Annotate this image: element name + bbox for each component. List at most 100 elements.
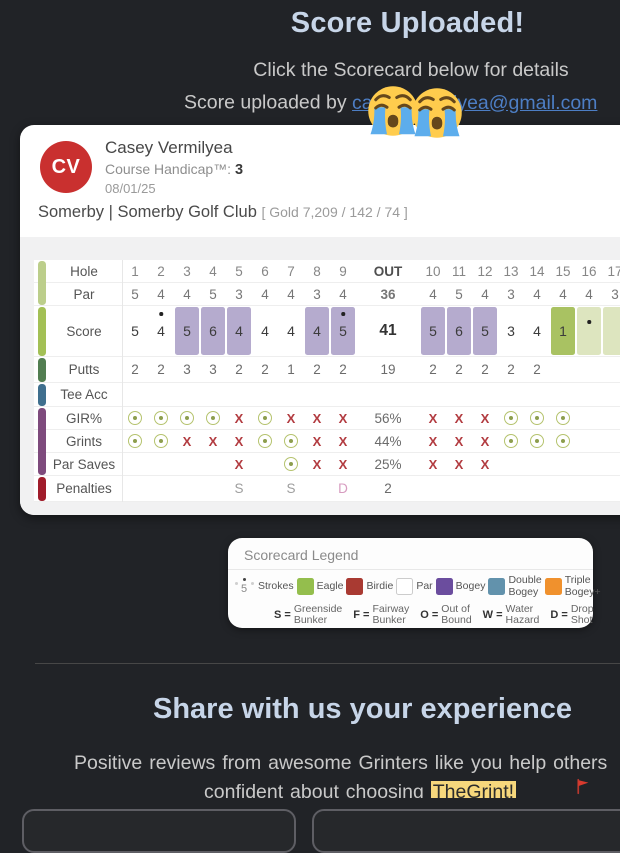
legend-code: S = Greenside Bunker (274, 603, 343, 627)
hit-circle-icon (556, 434, 570, 448)
cell (602, 430, 620, 452)
cell: 5 (209, 286, 217, 302)
legend-code: W = Water Hazard (482, 603, 540, 627)
hit-circle-icon (258, 411, 272, 425)
cell (148, 383, 174, 406)
cell: X (472, 430, 498, 452)
hit-circle-icon (180, 411, 194, 425)
miss-x-icon: X (454, 456, 464, 472)
stroke-cell-bg (603, 307, 620, 355)
review-text-line2-clip: confident about choosing TheGrint! (0, 781, 620, 798)
cell (278, 453, 304, 475)
cell: 2 (235, 362, 243, 377)
cell: 2 (455, 362, 463, 377)
row-label: Score (66, 323, 102, 339)
hit-circle-icon (284, 457, 298, 471)
penalty-code: D (338, 481, 348, 496)
cell (330, 383, 356, 406)
page-title: Score Uploaded! (290, 7, 525, 39)
cell: X (200, 430, 226, 452)
row-group-bar-penalties (38, 477, 46, 501)
cell (472, 383, 498, 406)
cell: OUT (373, 263, 403, 279)
cell: 3 (183, 263, 191, 279)
cell: 4 (533, 286, 541, 302)
cell: X (226, 453, 252, 475)
cell: 11 (451, 263, 466, 279)
cell: X (420, 407, 446, 429)
stroke-dot-icon (341, 312, 345, 316)
bogey-cell-bg (227, 307, 251, 355)
legend-divider (228, 569, 593, 570)
upload-prefix: Score uploaded by (184, 91, 353, 114)
cell: 7 (287, 263, 295, 279)
cell: 1 (131, 263, 139, 279)
cell (200, 476, 226, 501)
strokes-dots-icon: 5 (235, 576, 255, 598)
row-label: Par (73, 286, 95, 302)
legend-item: Double Bogey (488, 574, 542, 599)
cell (148, 476, 174, 501)
legend-code: O = Out of Bound (420, 603, 472, 627)
row-group-bar-gir-group (38, 408, 46, 475)
cell: X (330, 407, 356, 429)
cell: 6 (261, 263, 269, 279)
cell: X (226, 407, 252, 429)
stroke-dot-icon (587, 320, 591, 324)
cell: 2 (533, 362, 541, 377)
eagle-cell-bg (551, 307, 575, 355)
miss-x-icon: X (312, 410, 322, 426)
cell: 19 (380, 362, 396, 377)
player-name: Casey Vermilyea (105, 138, 233, 157)
cell: 2 (261, 362, 269, 377)
cell: X (304, 430, 330, 452)
miss-x-icon: X (208, 433, 218, 449)
cell: 2 (429, 362, 437, 377)
cell (550, 383, 576, 406)
hit-circle-icon (504, 434, 518, 448)
cell: 4 (287, 323, 295, 339)
cell (122, 383, 148, 406)
cell (550, 357, 576, 382)
cell: 10 (425, 263, 441, 279)
scorecard-table-region: Hole 1 2 3 4 5 6 7 8 9 OUT 10 11 12 13 14 15 16 17 Par 5 4 4 5 3… (20, 237, 620, 515)
bogey-cell-bg (421, 307, 445, 355)
bogey-cell-bg (305, 307, 329, 355)
cell: X (446, 430, 472, 452)
cell (200, 453, 226, 475)
cell: 25% (374, 456, 402, 472)
cell: 2 (131, 362, 139, 377)
row-label: Par Saves (52, 456, 116, 472)
scorecard-card[interactable]: CV Casey Vermilyea Course Handicap™: 3 0… (20, 125, 620, 515)
cell: X (330, 430, 356, 452)
cell (498, 476, 524, 501)
cell (602, 453, 620, 475)
cell: 4 (226, 306, 252, 356)
cell (446, 383, 472, 406)
cell: 1 (287, 362, 295, 377)
cell: 4 (261, 323, 269, 339)
cell: 2 (339, 362, 347, 377)
review-card-right[interactable] (312, 809, 620, 853)
cell: 56% (374, 410, 402, 426)
cell (602, 476, 620, 501)
review-card-left[interactable] (22, 809, 296, 853)
miss-x-icon: X (454, 433, 464, 449)
cell: 3 (235, 286, 243, 302)
cell (304, 476, 330, 501)
cell: S (278, 476, 304, 501)
hit-circle-icon (284, 434, 298, 448)
bogey-cell-bg (473, 307, 497, 355)
cell: 6 (200, 306, 226, 356)
miss-x-icon: X (480, 410, 490, 426)
table-row-score: Score 5 4 5 6 4 4 4 4 5 41 5 6 5 3 4 1 (34, 306, 620, 357)
cell (550, 453, 576, 475)
crying-emoji-icon (412, 88, 462, 138)
review-text-line1: Positive reviews from awesome Grinters l… (74, 752, 608, 774)
legend-swatch (346, 578, 364, 596)
cell (252, 476, 278, 501)
cell: 8 (313, 263, 321, 279)
cell (498, 407, 524, 429)
hit-circle-icon (530, 434, 544, 448)
cell (550, 476, 576, 501)
